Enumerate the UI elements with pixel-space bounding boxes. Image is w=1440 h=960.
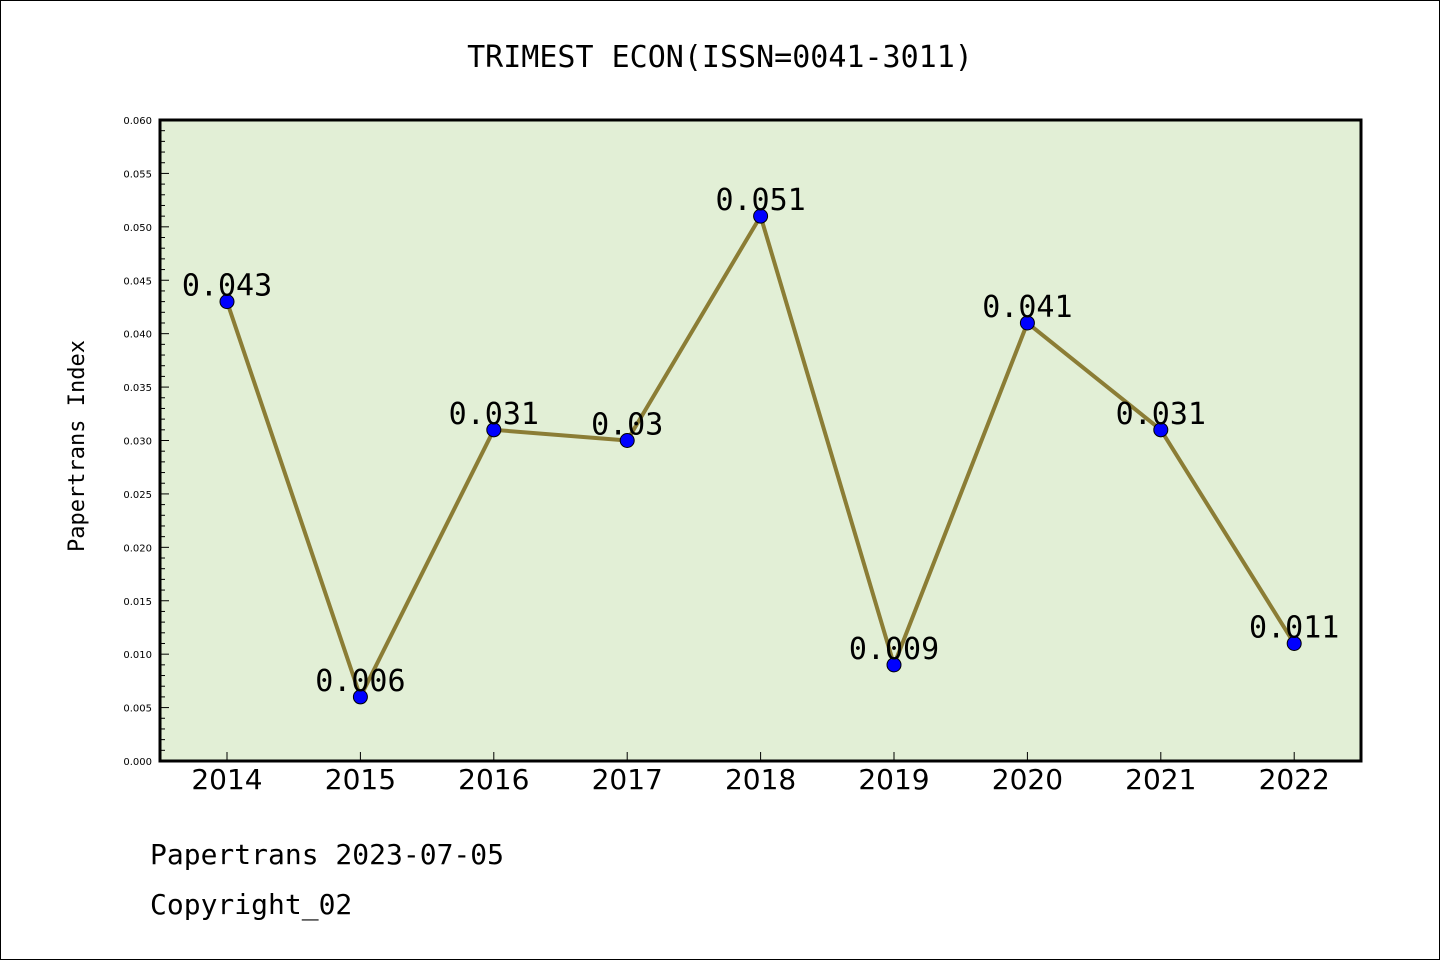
x-tick-label: 2014 (191, 763, 262, 796)
data-point-marker (1019, 315, 1035, 331)
data-point-marker (886, 657, 902, 673)
data-label: 0.006 (315, 664, 405, 699)
x-tick-label: 2022 (1259, 763, 1330, 796)
data-label: 0.041 (982, 290, 1072, 325)
footer-copyright: Copyright_02 (150, 888, 352, 922)
y-tick-label: 0.045 (123, 276, 152, 287)
data-labels: 0.043 0.006 0.031 0.03 0.051 0.009 0.041 0.031 0… (182, 183, 1340, 699)
x-tick-label: 2016 (458, 763, 529, 796)
x-tick-label: 2019 (858, 763, 929, 796)
data-label: 0.03 (591, 408, 663, 443)
data-point-marker (486, 422, 502, 438)
x-tick-label: 2020 (992, 763, 1063, 796)
x-tick-label: 2018 (725, 763, 796, 796)
data-point-marker (619, 433, 635, 448)
data-label: 0.051 (715, 183, 805, 218)
data-points (219, 208, 1302, 705)
data-point-marker (352, 689, 368, 705)
footer-date: Papertrans 2023-07-05 (150, 838, 504, 871)
y-tick-label: 0.040 (123, 330, 152, 341)
y-tick-label: 0.025 (123, 490, 152, 501)
data-point-marker (219, 294, 235, 310)
data-label: 0.043 (182, 269, 272, 304)
y-axis-label: Papertrans Index (65, 340, 90, 552)
plot-border (158, 118, 1363, 763)
y-tick-label: 0.010 (123, 650, 152, 661)
y-tick-label: 0.020 (123, 543, 152, 554)
plot-area (160, 120, 1361, 761)
y-tick-label: 0.005 (123, 704, 152, 715)
y-tick-label: 0.015 (123, 597, 152, 608)
y-tick-label: 0.035 (123, 383, 152, 394)
x-tick-label: 2021 (1125, 763, 1196, 796)
data-point-marker (1286, 635, 1302, 651)
x-tick-label: 2017 (592, 763, 663, 796)
y-tick-label: 0.030 (123, 437, 152, 448)
data-label: 0.031 (449, 397, 539, 432)
x-axis-ticks: 2014 2015 2016 2017 2018 2019 2020 2021 2022 (191, 752, 1330, 796)
y-tick-label: 0.000 (123, 757, 152, 768)
y-tick-label: 0.050 (123, 223, 152, 234)
data-label: 0.009 (849, 632, 939, 667)
y-tick-label: 0.055 (123, 169, 152, 180)
data-point-marker (1153, 422, 1169, 438)
data-point-marker (753, 208, 769, 224)
data-label: 0.011 (1249, 610, 1339, 645)
y-tick-label: 0.060 (123, 116, 152, 127)
data-label: 0.031 (1116, 397, 1206, 432)
x-tick-label: 2015 (325, 763, 396, 796)
chart-title: TRIMEST ECON(ISSN=0041-3011) (467, 40, 973, 75)
